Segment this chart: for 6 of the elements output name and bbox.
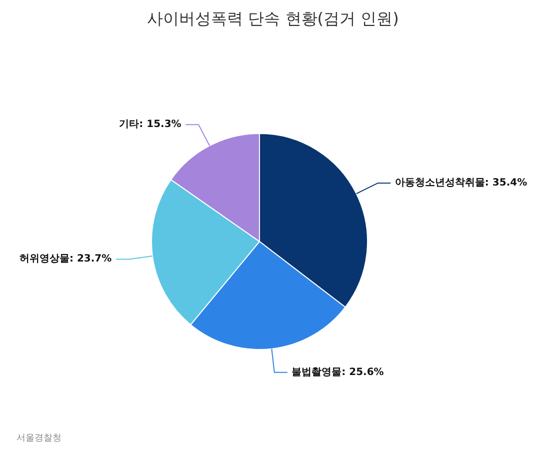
slice-label: 불법촬영물: 25.6% [292, 366, 384, 378]
chart-title: 사이버성폭력 단속 현황(검거 인원) [147, 9, 399, 28]
text: 서울경찰청 [16, 434, 62, 444]
slice-label: 허위영상물: 23.7% [19, 254, 112, 265]
slice-label: 아동청소년성착취물: 35.4% [394, 178, 528, 189]
slice-label: 기타: 15.3% [119, 119, 182, 130]
